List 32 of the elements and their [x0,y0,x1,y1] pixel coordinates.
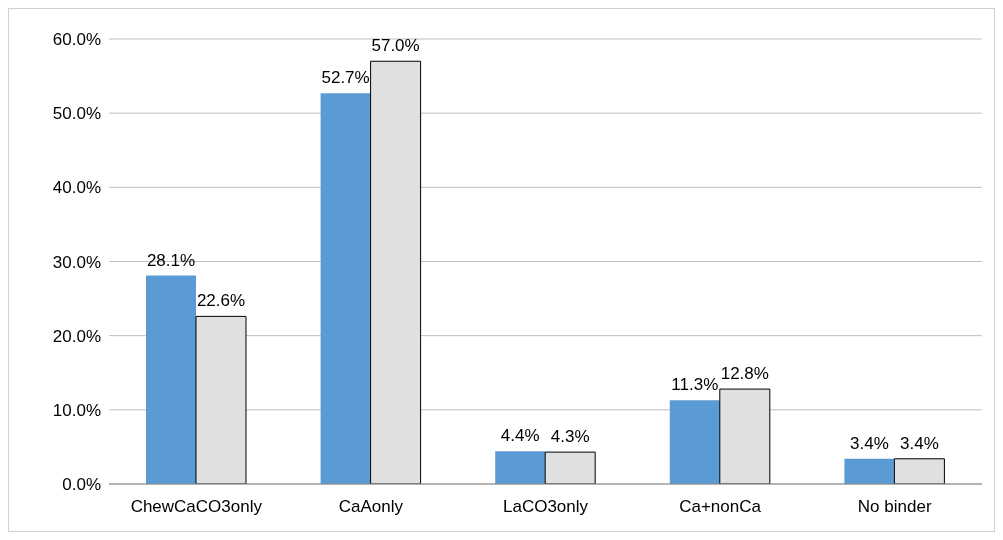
bar [844,458,895,484]
bar [370,60,422,484]
data-label: 57.0% [371,36,420,56]
data-label: 4.4% [500,426,540,446]
data-label: 22.6% [196,291,246,311]
x-tick-label: No binder [857,497,932,517]
y-tick-label: 30.0% [52,252,101,272]
y-tick-label: 50.0% [52,104,101,124]
data-label: 4.3% [550,427,590,447]
x-tick-label: Ca+nonCa [679,497,762,517]
y-tick-label: 40.0% [52,178,101,198]
data-label: 11.3% [671,375,719,395]
data-label: 52.7% [321,68,370,88]
data-label: 3.4% [900,433,939,453]
bar [320,93,371,484]
bar [195,315,247,484]
data-label: 3.4% [850,433,889,453]
y-tick-label: 0.0% [62,475,101,495]
y-tick-label: 60.0% [52,30,101,50]
bar [669,400,720,484]
bar [146,275,196,484]
bar [719,388,771,484]
x-tick-label: ChewCaCO3only [130,497,263,517]
x-tick-label: LaCO3only [502,497,589,517]
x-tick-label: CaAonly [338,497,404,517]
y-tick-label: 20.0% [52,326,101,346]
data-label: 28.1% [146,250,196,270]
y-tick-label: 10.0% [52,400,101,420]
bar [893,458,945,484]
bar [495,451,546,484]
bar [544,451,596,484]
data-label: 12.8% [720,364,769,384]
